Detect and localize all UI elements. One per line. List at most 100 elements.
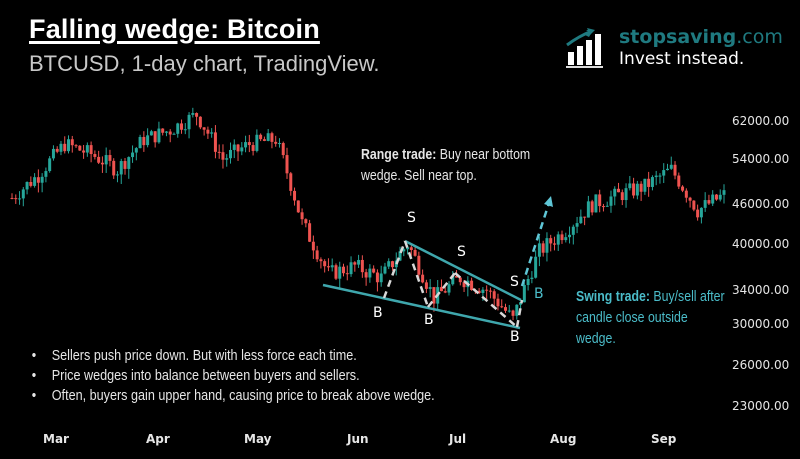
candle-body [262,139,266,141]
brand-tagline: Invest instead. [619,49,745,69]
candle-body [605,205,609,207]
candle-body [240,147,244,152]
candle-body [119,161,123,175]
brand-name: stopsaving.com [619,26,783,48]
x-tick-label: Aug [550,432,577,446]
candle-body [575,223,579,227]
zigzag-dash-segment [454,272,518,328]
candle-body [29,181,33,186]
candle-body [696,209,700,218]
candle-body [213,132,217,152]
candle-body [176,123,180,134]
candle-body [507,310,511,312]
candle-body [534,256,538,278]
candle-body [439,287,443,292]
candle-body [51,148,55,159]
candle-body [10,197,14,199]
candle-body [180,123,184,130]
candle-body [104,155,108,165]
chart-subtitle: BTCUSD, 1-day chart, TradingView. [29,51,380,76]
candle-body [617,188,621,193]
candle-body [722,190,726,195]
candle-body [146,135,150,146]
candle-body [549,238,553,244]
sell-mark: S [407,210,416,226]
breakout-arrowhead-icon [544,196,553,207]
y-tick-label: 40000.00 [732,237,790,251]
candle-body [632,183,636,196]
candle-body [33,177,37,186]
candle-body [481,289,485,293]
candle-body [718,194,722,200]
bullet-item: Often, buyers gain upper hand, causing p… [30,386,517,406]
candle-body [624,188,628,201]
candle-body [289,173,293,191]
candle-body [232,144,236,150]
candle-body [345,273,349,275]
wedge-lower-line [322,283,521,330]
candle-body [526,278,530,286]
candle-body [496,298,500,307]
candle-body [172,133,176,135]
candle-body [134,148,138,153]
candle-body [85,145,89,153]
candle-body [164,131,168,133]
candle-body [266,133,270,141]
candle-body [519,302,523,305]
candle-body [492,291,496,299]
candle-body [330,265,334,268]
zigzag-dash-segment [515,299,524,328]
candle-body [451,276,455,285]
rising-bar-chart-icon [566,28,603,68]
candle-body [187,114,191,130]
candle-body [545,238,549,253]
buy-mark: B [510,329,520,345]
bullet-item: Sellers push price down. But with less f… [30,346,517,366]
candle-body [432,287,436,304]
candle-body [643,178,647,192]
candle-body [270,133,274,142]
candle-body [372,268,376,273]
candle-body [650,177,654,187]
buy-mark: B [373,305,383,321]
candle-body [323,261,327,267]
candle-body [97,156,101,163]
candle-body [628,183,632,189]
candle-body [14,198,18,200]
candle-body [500,306,504,308]
candle-body [357,259,361,265]
candle-body [485,289,489,291]
candle-body [217,151,221,153]
candle-body [21,189,25,199]
candle-body [326,266,330,268]
candle-body [398,251,402,261]
candle-body [78,145,82,151]
candle-body [699,207,703,218]
candle-body [281,143,285,156]
candle-body [48,158,52,172]
candle-body [470,280,474,291]
candle-body [55,148,59,152]
candle-body [568,234,572,238]
candle-body [383,266,387,274]
zigzag-dash-segment [427,272,456,308]
candle-body [443,291,447,293]
candle-body [131,152,135,158]
candle-body [251,145,255,151]
zigzag-dash-segment [382,240,407,299]
candle-body [402,249,406,252]
candle-body [406,247,410,250]
candle-body [142,136,146,146]
candle-body [684,190,688,198]
candle-body [635,183,639,196]
candle-body [25,181,29,190]
candle-body [82,150,86,153]
candle-body [244,142,248,148]
y-tick-label: 34000.00 [732,283,790,297]
candle-body [315,250,319,260]
candle-body [504,307,508,311]
y-tick-label: 54000.00 [732,152,790,166]
candle-body [161,128,165,133]
candle-body [149,131,153,136]
